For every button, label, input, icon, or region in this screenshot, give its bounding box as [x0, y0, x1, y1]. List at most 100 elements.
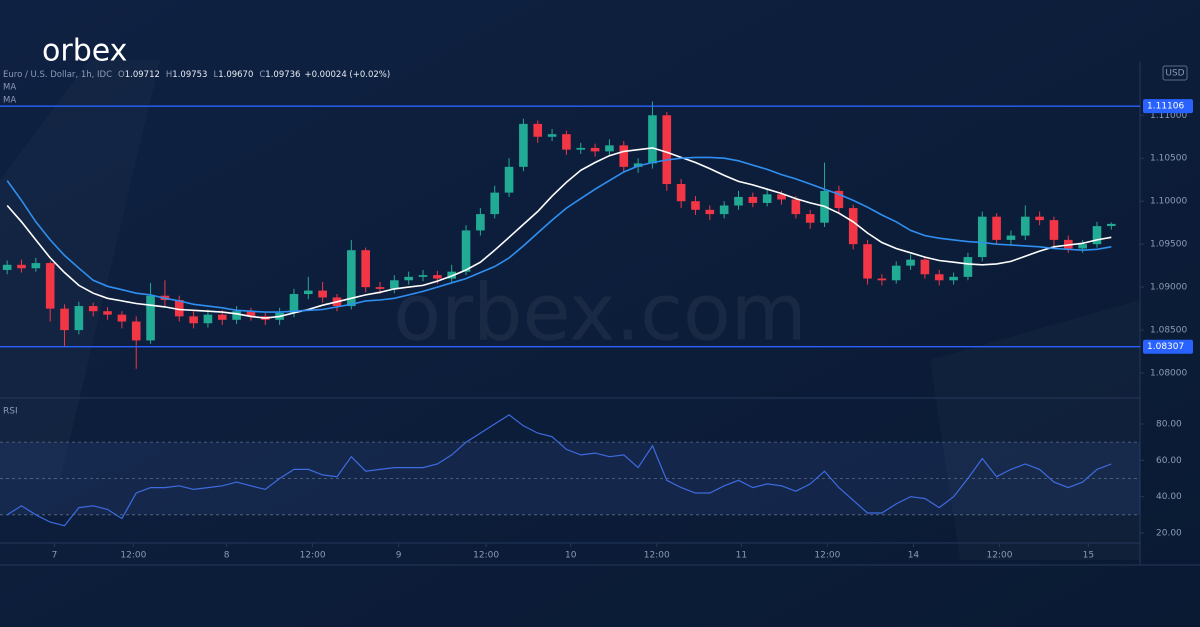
- candle-body: [490, 192, 500, 215]
- candle-body: [433, 275, 442, 279]
- candle-body: [103, 311, 112, 315]
- candle-body: [60, 308, 69, 331]
- candle-body: [1092, 226, 1102, 245]
- x-tick-label: 9: [396, 551, 402, 561]
- candle-body: [1107, 223, 1116, 226]
- candle-body: [519, 123, 528, 167]
- candle-body: [992, 216, 1001, 240]
- candle-body: [977, 216, 987, 258]
- candle-body: [590, 147, 600, 152]
- ohlc-key: C: [259, 70, 265, 80]
- candle-body: [232, 311, 241, 320]
- candle-body: [17, 264, 26, 269]
- ohlc-key: L: [213, 70, 218, 80]
- candle-body: [1064, 239, 1073, 249]
- price-label-box: [1143, 339, 1193, 354]
- candle-body: [562, 134, 571, 150]
- ohlc-key: H: [166, 70, 172, 80]
- x-tick-label: 12:00: [644, 551, 670, 561]
- y-tick-label: 1.09000: [1150, 283, 1187, 293]
- candle-body: [347, 250, 356, 307]
- candle-body: [246, 311, 256, 317]
- candle-body: [217, 314, 227, 320]
- candle-body: [648, 115, 657, 164]
- candle-body: [834, 190, 844, 209]
- candle-body: [1078, 244, 1087, 249]
- candle-body: [805, 214, 815, 223]
- y-tick-label: 60.00: [1156, 456, 1182, 466]
- ma-legend: MA: [3, 83, 16, 93]
- candle-body: [906, 259, 915, 266]
- candle-body: [777, 194, 786, 200]
- moving-average: [6, 156, 1112, 313]
- x-tick-label: 15: [1083, 551, 1094, 561]
- candle-body: [1006, 235, 1016, 240]
- x-tick-label: 14: [908, 551, 920, 561]
- candle-body: [662, 115, 672, 185]
- rsi-line: [6, 414, 1112, 527]
- ma-legend: MA: [3, 96, 16, 106]
- candle-body: [734, 196, 743, 206]
- candle-body: [45, 263, 55, 309]
- y-tick-label: 80.00: [1156, 419, 1182, 429]
- candle-body: [920, 259, 930, 275]
- ohlc-value: 1.09712: [125, 70, 160, 80]
- symbol: Euro / U.S. Dollar, 1h, IDC: [3, 70, 112, 80]
- candle-body: [934, 274, 944, 281]
- candle-body: [533, 123, 543, 137]
- candle-body: [74, 306, 84, 331]
- candle-body: [88, 306, 98, 312]
- rsi-title: RSI: [3, 407, 18, 417]
- candle-body: [848, 208, 858, 245]
- x-tick-label: 10: [565, 551, 577, 561]
- candle-body: [418, 275, 428, 277]
- candle-body: [189, 316, 198, 324]
- y-tick-label: 40.00: [1156, 492, 1182, 502]
- candle-body: [762, 194, 772, 203]
- x-tick-label: 8: [224, 551, 230, 561]
- candle-body: [963, 257, 973, 277]
- x-tick-label: 12:00: [987, 551, 1013, 561]
- candle-body: [791, 199, 801, 215]
- candle-body: [304, 290, 313, 295]
- candle-body: [476, 214, 485, 231]
- candle-body: [748, 196, 758, 203]
- ohlc-value: 1.09670: [218, 70, 253, 80]
- candle-body: [404, 276, 413, 281]
- candle-body: [289, 294, 299, 313]
- candle-body: [576, 147, 586, 150]
- candle-body: [375, 287, 385, 289]
- candle-body: [1035, 216, 1044, 221]
- y-tick-label: 1.10500: [1150, 154, 1187, 164]
- price-label-box: [1143, 99, 1193, 114]
- y-tick-label: 20.00: [1156, 529, 1182, 539]
- y-tick-label: 1.08000: [1150, 369, 1187, 379]
- candle-body: [863, 244, 872, 279]
- candle-body: [174, 300, 184, 317]
- candle-body: [691, 201, 700, 210]
- candle-body: [31, 263, 41, 269]
- candle-body: [1020, 216, 1030, 236]
- candle-body: [1049, 220, 1059, 240]
- candle-body: [131, 321, 141, 341]
- candle-body: [2, 264, 12, 270]
- moving-average: [6, 147, 1112, 319]
- y-tick-label: 1.08500: [1150, 326, 1187, 336]
- watermark: orbex.com: [393, 268, 806, 358]
- y-tick-label: 1.09500: [1150, 240, 1187, 250]
- candle-body: [877, 278, 887, 281]
- candle-body: [676, 184, 686, 202]
- ohlc-key: O: [118, 70, 125, 80]
- candle-body: [705, 209, 715, 215]
- x-tick-label: 12:00: [120, 551, 146, 561]
- x-tick-label: 12:00: [473, 551, 499, 561]
- candle-body: [504, 166, 514, 193]
- candle-body: [203, 314, 213, 324]
- candle-body: [461, 230, 471, 272]
- ohlc-value: 1.09736: [265, 70, 300, 80]
- price-label: 1.08307: [1147, 342, 1184, 352]
- logo: orbex: [42, 34, 127, 69]
- price-label: 1.11106: [1147, 102, 1184, 112]
- candle-body: [633, 163, 643, 167]
